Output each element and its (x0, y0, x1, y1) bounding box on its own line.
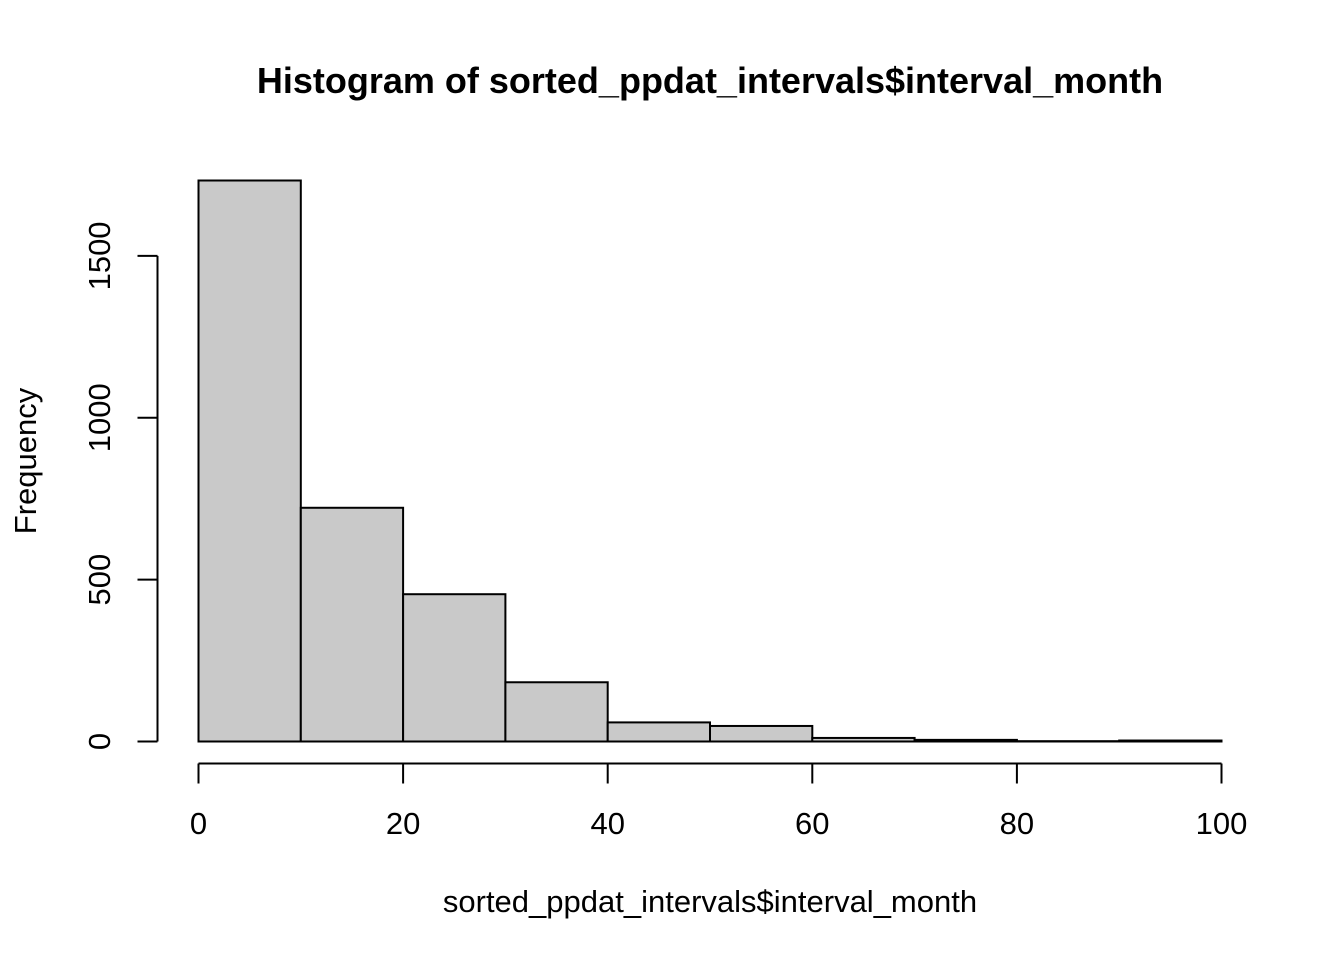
x-tick-label: 40 (590, 806, 624, 841)
y-axis: 0 500 1000 1500 (82, 221, 159, 750)
y-tick-label: 1000 (82, 383, 117, 452)
y-tick-label: 500 (82, 554, 117, 606)
y-tick-label: 1500 (82, 221, 117, 290)
x-tick-label: 80 (1000, 806, 1034, 841)
histogram-bar (197, 179, 302, 743)
y-axis-label: Frequency (8, 387, 43, 534)
histogram-bar (709, 724, 814, 743)
x-tick-label: 0 (190, 806, 207, 841)
y-tick-label: 0 (82, 733, 117, 750)
x-tick-label: 100 (1196, 806, 1248, 841)
bars-group (197, 179, 1223, 743)
histogram-bar (299, 506, 405, 743)
chart-title: Histogram of sorted_ppdat_intervals$inte… (257, 60, 1163, 101)
histogram-bar (504, 681, 609, 743)
x-tick-label: 60 (795, 806, 829, 841)
histogram-bar (1118, 739, 1223, 743)
x-axis-label: sorted_ppdat_intervals$interval_month (443, 884, 977, 919)
histogram-bar (811, 736, 916, 743)
x-axis: 0 20 40 60 80 100 (190, 762, 1248, 841)
x-tick-label: 20 (386, 806, 420, 841)
histogram-bar (402, 593, 507, 743)
histogram-bar (606, 721, 712, 743)
histogram-bar (913, 738, 1018, 743)
